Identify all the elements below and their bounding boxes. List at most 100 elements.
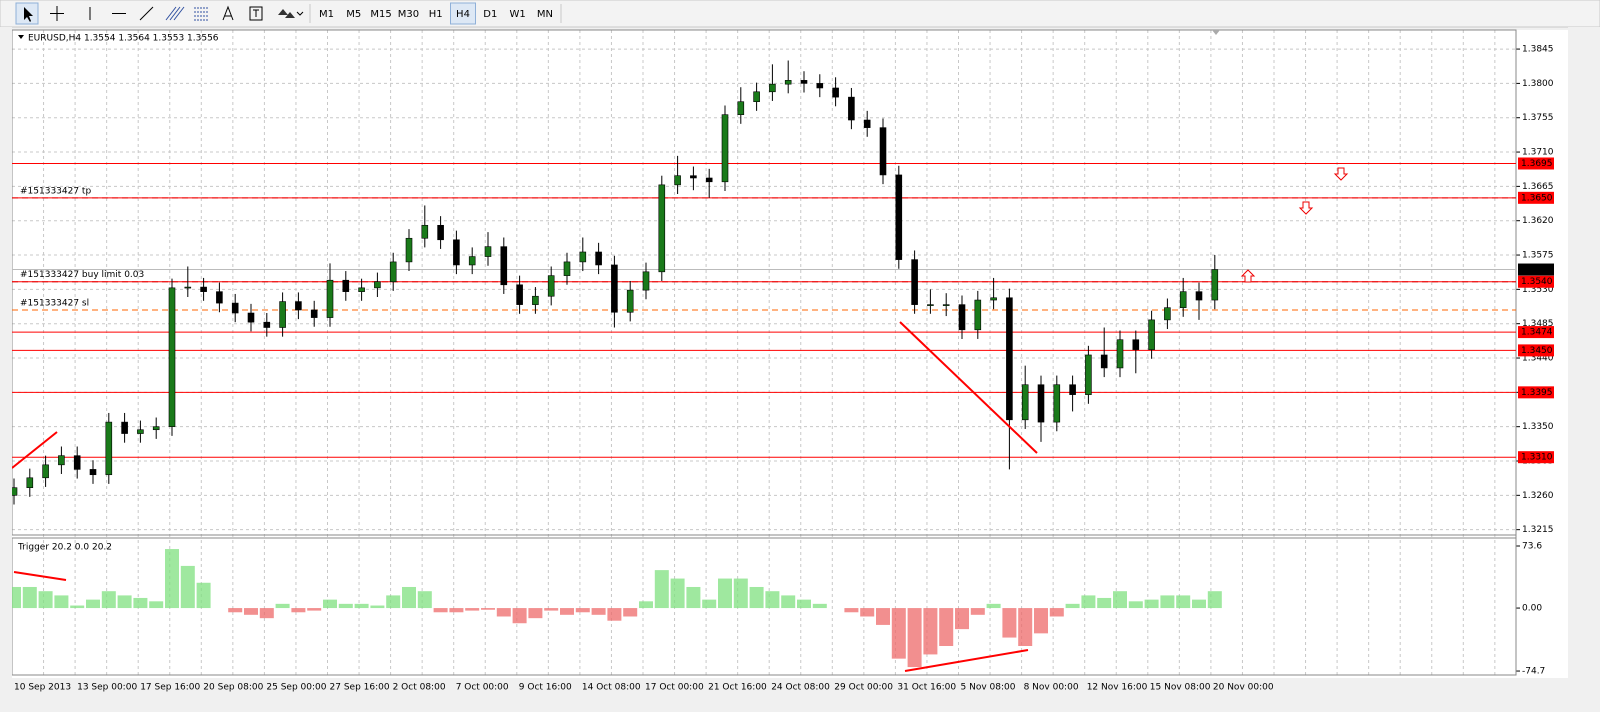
histogram-bar [923, 608, 938, 655]
histogram-bar [512, 608, 527, 624]
histogram-bar [117, 595, 132, 609]
candle-body [800, 80, 808, 84]
sell-arrow[interactable] [1333, 167, 1349, 181]
candle-body [1069, 384, 1076, 395]
time-label: 17 Sep 16:00 [140, 683, 200, 693]
trendline-tool[interactable] [139, 6, 154, 21]
candle-body [152, 426, 160, 431]
candle-body [358, 287, 365, 292]
candle-body [1179, 291, 1187, 308]
time-label: 21 Oct 16:00 [708, 683, 767, 693]
histogram-bar [860, 608, 875, 617]
timeframe-button[interactable]: M5 [346, 9, 361, 20]
level-box [1518, 386, 1554, 399]
time-label: 17 Oct 00:00 [645, 683, 704, 693]
histogram-bar [939, 608, 954, 646]
channel-tool[interactable] [165, 6, 185, 21]
timeframe-button[interactable]: M1 [319, 9, 334, 20]
price-label: 1.3710 [1522, 148, 1554, 158]
timeframe-button[interactable]: MN [537, 9, 553, 20]
candle-body [690, 175, 697, 179]
crosshair-tool[interactable] [50, 6, 64, 21]
trend-line[interactable] [11, 431, 58, 469]
histogram-bar [970, 608, 985, 615]
candle-body [1037, 384, 1045, 423]
level-box [1518, 191, 1554, 204]
timeframe-button[interactable]: H4 [456, 9, 470, 20]
histogram-bar [1113, 591, 1127, 609]
level-box [1518, 344, 1554, 357]
sell-arrow[interactable] [1298, 201, 1314, 215]
candle-body [73, 455, 81, 470]
candle-body [579, 251, 587, 263]
candle-body [990, 297, 997, 301]
histogram-bar [797, 599, 811, 609]
price-label: 1.3485 [1522, 319, 1554, 329]
time-label: 10 Sep 2013 [14, 683, 71, 693]
indicator-scale-label: 0.00 [1522, 604, 1542, 614]
histogram-bar [686, 586, 701, 609]
candle-body [784, 80, 792, 85]
timeframe-button[interactable]: D1 [483, 9, 497, 20]
fibo-tool[interactable] [194, 7, 208, 21]
indicator-chart: 73.6 0.00 -74.7 [7, 542, 1545, 677]
candle-body [231, 302, 239, 314]
histogram-bar [338, 603, 353, 609]
candle-body [121, 421, 128, 434]
label-tool[interactable] [249, 6, 263, 21]
candle-body [516, 284, 523, 305]
text-tool[interactable] [222, 5, 234, 21]
price-label: 1.3530 [1522, 285, 1554, 295]
candle-body [484, 246, 492, 257]
histogram-bar [449, 608, 464, 613]
timeframe-button[interactable]: M15 [370, 9, 391, 20]
arrows-tool[interactable] [278, 9, 295, 18]
candle-body [184, 286, 192, 289]
candle-body [468, 256, 476, 266]
candle-body [216, 291, 223, 304]
time-label: 20 Nov 00:00 [1213, 683, 1274, 693]
histogram-bar [1128, 601, 1143, 609]
histogram-bar [244, 608, 258, 615]
histogram-bar [86, 599, 100, 609]
candle-body [1021, 384, 1029, 421]
label-icon [253, 9, 259, 17]
histogram-bar [323, 599, 337, 609]
grid [12, 30, 1520, 675]
candle-body [1085, 354, 1092, 395]
candle-body [247, 312, 255, 323]
histogram-bar [149, 601, 164, 609]
histogram-bar [749, 586, 764, 609]
timeframe-button[interactable]: W1 [509, 9, 525, 20]
price-label: 1.3845 [1522, 45, 1554, 55]
candle-body [374, 281, 381, 289]
histogram-bar [639, 601, 653, 609]
histogram-bar [733, 578, 748, 609]
candle-body [200, 286, 207, 292]
timeframe-button[interactable]: M30 [398, 9, 419, 20]
time-label: 8 Nov 00:00 [1024, 683, 1079, 693]
drawings [11, 30, 1349, 672]
candle-body [1211, 269, 1219, 301]
histogram-bar [718, 578, 732, 609]
buy-arrow[interactable] [1240, 269, 1256, 283]
trend-line[interactable] [13, 571, 67, 581]
trend-line[interactable] [904, 649, 1029, 672]
histogram-bar [607, 608, 622, 621]
histogram-bar [496, 608, 511, 617]
histogram-bar [1049, 608, 1064, 617]
candle-body [500, 246, 508, 286]
candle-body [326, 279, 334, 318]
price-label: 1.3755 [1522, 113, 1554, 123]
timeframe-button[interactable]: H1 [429, 9, 443, 20]
price-label: 1.3350 [1522, 422, 1554, 432]
histogram-bar [844, 608, 859, 613]
level-box [1518, 451, 1554, 464]
histogram-bar [1081, 595, 1096, 609]
toolbar: M1 M5 M15 M30 H1 H4 D1 W1 MN [0, 0, 1600, 28]
histogram-bar [402, 586, 416, 609]
trend-line[interactable] [899, 321, 1038, 454]
candle-body [405, 237, 413, 263]
dropdown[interactable] [296, 11, 304, 16]
